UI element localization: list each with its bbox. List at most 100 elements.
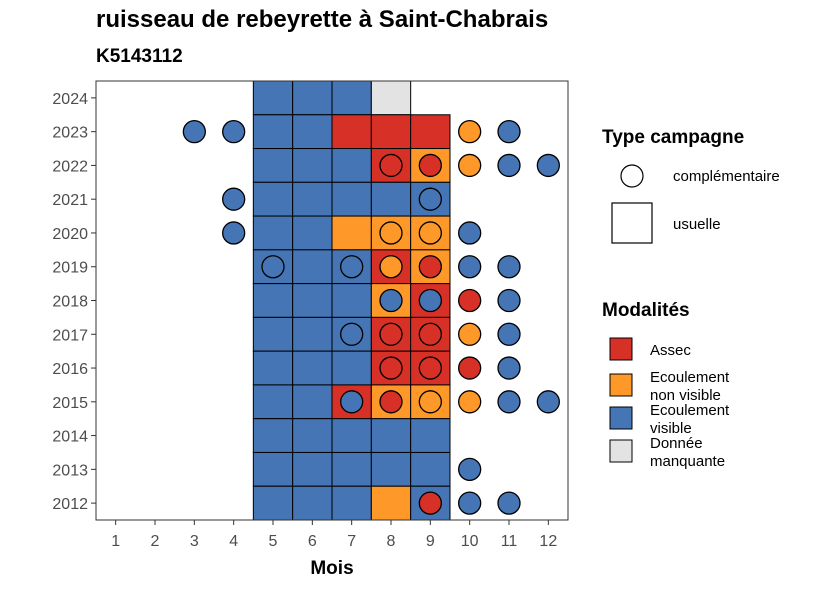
tile-2024-7 <box>331 80 372 116</box>
legend-modalite-label-2: Ecoulement visible <box>650 402 730 437</box>
x-tick-label: 6 <box>308 533 317 550</box>
legend-modalite-label-1: Ecoulement non visible <box>650 369 730 404</box>
y-tick-label: 2021 <box>52 192 88 209</box>
usuelle-tiles <box>252 80 451 521</box>
point-2016-10 <box>458 356 482 380</box>
point-2017-8 <box>379 322 403 346</box>
legend-key-1 <box>609 373 633 397</box>
point-2023-10 <box>458 120 482 144</box>
point-2017-10 <box>458 322 482 346</box>
y-tick-label: 2020 <box>52 226 88 243</box>
point-2012-10 <box>458 491 482 515</box>
legend-modalite-line: Assec <box>650 342 691 359</box>
tile-2020-7 <box>331 215 372 251</box>
tile-2016-6 <box>292 350 333 386</box>
point-2022-12 <box>536 153 560 178</box>
y-axis: 2012 2013 2014 2015 2016 2017 2018 2019 2020 2021… <box>52 91 96 513</box>
point-2018-11 <box>497 288 521 313</box>
tile-2022-7 <box>331 148 372 183</box>
tile-2020-5 <box>252 215 294 251</box>
point-2015-9 <box>418 390 442 414</box>
point-2022-10 <box>458 153 482 178</box>
y-tick-label: 2012 <box>52 496 88 513</box>
point-2015-7 <box>340 390 364 414</box>
tile-2013-5 <box>252 451 294 487</box>
point-2023-4 <box>222 120 246 144</box>
x-tick-label: 2 <box>151 533 160 550</box>
tile-2013-9 <box>410 451 451 487</box>
legend-modalite-line: non visible <box>650 387 721 404</box>
x-tick-label: 1 <box>111 533 120 550</box>
legend-modalite-line: Ecoulement <box>650 369 730 386</box>
tile-2013-7 <box>331 451 372 487</box>
chart-title: ruisseau de rebeyrette à Saint-Chabrais <box>96 6 549 33</box>
tile-2012-8 <box>370 485 412 521</box>
legend-square-key <box>611 202 653 244</box>
x-axis: 1 2 3 4 5 6 7 8 9 10 11 12 <box>111 520 557 550</box>
legend-modalite-label-3: Donnée manquante <box>650 435 725 470</box>
legend-modalites: Modalités Assec Ecoulement non visibleEcou… <box>602 300 730 470</box>
legend-modalites-title: Modalités <box>602 300 690 321</box>
point-2017-9 <box>418 322 442 346</box>
point-2018-8 <box>379 288 403 313</box>
y-tick-label: 2013 <box>52 462 88 479</box>
tile-2014-9 <box>410 418 451 453</box>
x-tick-label: 10 <box>461 533 479 550</box>
point-2017-7 <box>340 322 364 346</box>
point-2022-8 <box>379 153 403 178</box>
legend-modalite-line: Donnée <box>650 435 703 452</box>
legend-modalite-line: manquante <box>650 453 725 470</box>
legend-modalite-label-0: Assec <box>650 342 691 359</box>
tile-2013-6 <box>292 451 333 487</box>
point-2021-9 <box>418 187 442 211</box>
tile-2021-8 <box>370 181 412 217</box>
legend-key-2 <box>609 406 633 430</box>
complementaire-points <box>182 120 560 515</box>
tile-2021-5 <box>252 181 294 217</box>
point-2020-4 <box>222 221 246 245</box>
tile-2020-6 <box>292 215 333 251</box>
point-2023-11 <box>497 120 521 144</box>
legend-type-usuelle-label: usuelle <box>673 216 721 233</box>
x-tick-label: 9 <box>426 533 435 550</box>
tile-2017-6 <box>292 316 333 352</box>
point-2019-8 <box>379 255 403 279</box>
tile-2015-5 <box>252 384 294 420</box>
tile-2014-8 <box>370 418 412 453</box>
point-2019-7 <box>340 255 364 279</box>
tile-2012-5 <box>252 485 294 521</box>
legend-circle-key <box>620 164 644 188</box>
x-axis-title: Mois <box>310 558 353 579</box>
x-tick-label: 3 <box>190 533 199 550</box>
legend-modalite-line: visible <box>650 420 692 437</box>
tile-2014-5 <box>252 418 294 453</box>
tile-2023-9 <box>410 114 451 150</box>
point-2013-10 <box>458 457 482 481</box>
point-2018-9 <box>418 288 442 313</box>
point-2019-11 <box>497 255 521 279</box>
tile-2021-6 <box>292 181 333 217</box>
tile-2012-7 <box>331 485 372 521</box>
point-2016-11 <box>497 356 521 380</box>
tile-2013-8 <box>370 451 412 487</box>
y-tick-label: 2024 <box>52 91 88 108</box>
point-2012-9 <box>418 491 442 515</box>
y-tick-label: 2023 <box>52 125 88 142</box>
legend-type-campagne: Type campagne complémentaire usuelle <box>602 127 780 244</box>
tile-2014-7 <box>331 418 372 453</box>
x-tick-label: 8 <box>387 533 396 550</box>
tile-2018-5 <box>252 283 294 318</box>
point-2021-4 <box>222 187 246 211</box>
tile-2023-6 <box>292 114 333 150</box>
tile-2018-7 <box>331 283 372 318</box>
y-tick-label: 2022 <box>52 158 88 175</box>
point-2015-11 <box>497 390 521 414</box>
x-tick-label: 12 <box>539 533 557 550</box>
point-2019-10 <box>458 255 482 279</box>
point-2012-11 <box>497 491 521 515</box>
legend-type-title: Type campagne <box>602 127 744 148</box>
point-2016-8 <box>379 356 403 380</box>
point-2016-9 <box>418 356 442 380</box>
point-2019-5 <box>261 255 285 279</box>
